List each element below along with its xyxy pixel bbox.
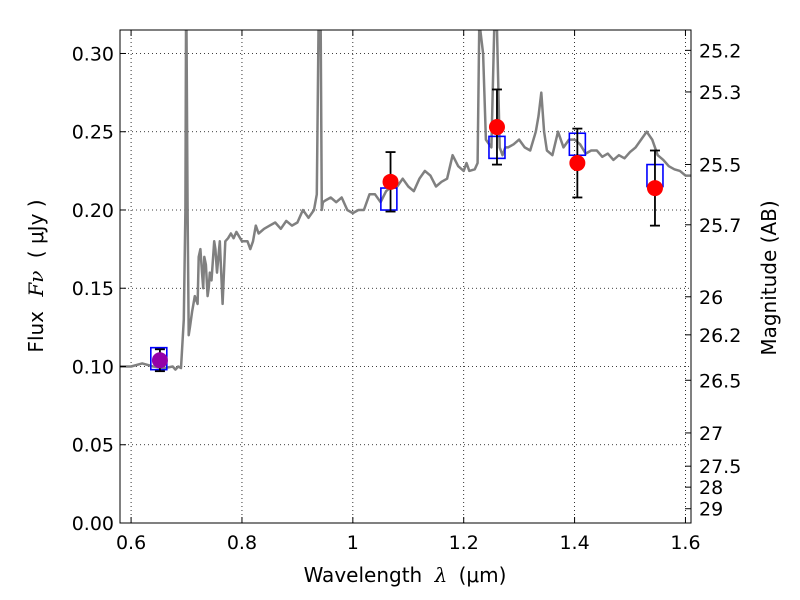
mag-tick-label: 25.2 (699, 40, 741, 62)
y-axis-title-units: ( μJy ) (24, 199, 48, 258)
y-axis-title-prefix: Flux (24, 311, 48, 353)
axis-ticks: 0.6 0.8 1 1.2 1.4 1.6 0.00 0.05 0.10 0.15 0.20 0.25… (72, 30, 741, 554)
y-tick-label: 0.15 (72, 278, 114, 300)
mag-tick-label: 29 (699, 499, 723, 521)
x-tick-label: 0.6 (116, 532, 146, 554)
mag-tick-label: 26 (699, 287, 723, 309)
observed-point (488, 119, 505, 136)
x-tick-label: 1.2 (449, 532, 479, 554)
x-tick-label: 1.4 (559, 532, 589, 554)
x-axis-title-symbol: λ (434, 563, 448, 587)
plot-frame (119, 29, 692, 524)
observed-point (569, 155, 586, 172)
mag-tick-label: 25.3 (699, 82, 741, 104)
mag-tick-label: 28 (699, 477, 723, 499)
model-spectrum-line (120, 30, 691, 371)
mag-tick-label: 26.5 (699, 370, 741, 392)
x-tick-label: 1.6 (670, 532, 700, 554)
observed-point (646, 180, 663, 197)
y-tick-label: 0.00 (72, 513, 114, 535)
mag-tick-label: 25.5 (699, 154, 741, 176)
y2-axis-title: Magnitude (AB) (757, 200, 781, 355)
y-tick-label: 0.30 (72, 43, 114, 65)
x-axis-title: Wavelength λ (μm) (304, 563, 507, 587)
mag-tick-label: 27.5 (699, 456, 741, 478)
y-axis-title-symbol: Fν (24, 271, 48, 298)
plot-area (120, 30, 691, 373)
x-tick-label: 1 (347, 532, 359, 554)
y-tick-label: 0.10 (72, 356, 114, 378)
blue-band-observation-point (151, 352, 168, 369)
mag-tick-label: 27 (699, 423, 723, 445)
mag-tick-label: 25.7 (699, 215, 741, 237)
x-tick-label: 0.8 (227, 532, 257, 554)
y-tick-label: 0.05 (72, 435, 114, 457)
x-axis-title-units: (μm) (459, 563, 507, 587)
x-axis-title-prefix: Wavelength (304, 563, 423, 587)
y-axis-title: Flux Fν ( μJy ) (24, 199, 48, 352)
y-tick-label: 0.25 (72, 122, 114, 144)
mag-tick-label: 26.2 (699, 325, 741, 347)
observed-point (382, 173, 399, 190)
y-tick-label: 0.20 (72, 200, 114, 222)
